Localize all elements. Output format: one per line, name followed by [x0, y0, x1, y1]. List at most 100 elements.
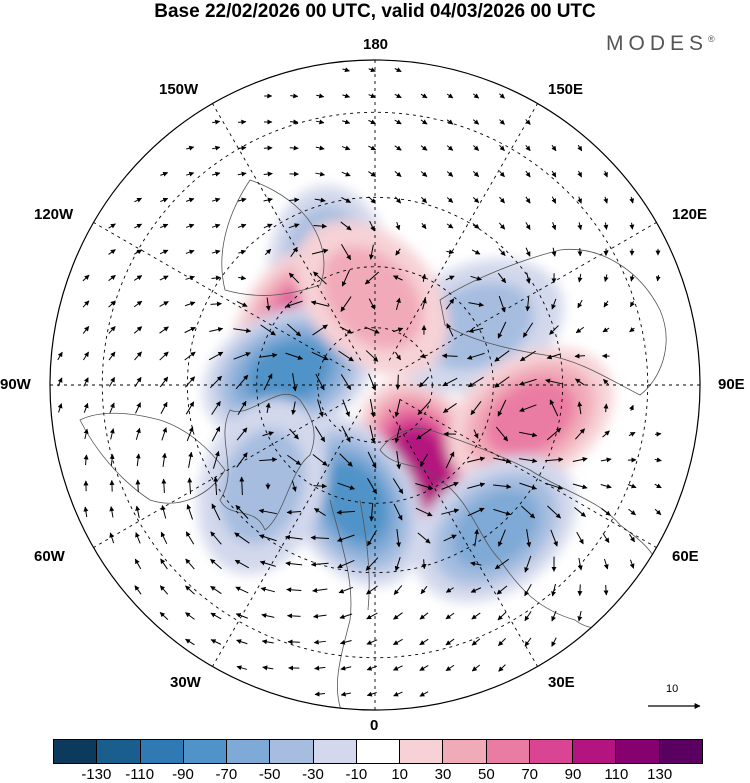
wind-vector — [108, 326, 116, 334]
wind-vector — [234, 559, 250, 569]
wind-vector — [236, 665, 248, 671]
wind-vector — [159, 249, 169, 255]
colorbar-segment — [313, 740, 357, 763]
wind-vector — [394, 93, 402, 99]
wind-vector — [211, 400, 221, 415]
wind-vector — [134, 558, 142, 570]
wind-vector — [393, 665, 403, 671]
wind-vector — [420, 145, 428, 151]
wind-vector — [133, 326, 143, 334]
lon-label-60w: 60W — [34, 548, 65, 565]
wind-vector — [603, 585, 609, 596]
wind-vector — [159, 301, 169, 307]
wind-vector — [265, 402, 271, 413]
wind-vector — [336, 509, 356, 515]
wind-vector — [574, 353, 586, 359]
wind-vector — [551, 298, 557, 310]
wind-vector — [340, 296, 352, 312]
wind-vector — [421, 196, 427, 204]
latitude-circle — [256, 266, 494, 504]
wind-vector — [342, 67, 350, 73]
map-title: Base 22/02/2026 00 UTC, valid 04/03/2026… — [154, 1, 596, 22]
wind-vector — [417, 401, 431, 416]
wind-vector — [262, 665, 274, 671]
wind-vector — [313, 483, 327, 489]
wind-vector — [499, 119, 505, 125]
wind-vector — [287, 454, 302, 466]
wind-vector — [629, 404, 634, 411]
wind-vector — [551, 196, 557, 204]
wind-vector — [446, 249, 455, 255]
wind-vector — [134, 223, 143, 229]
anomaly-center — [197, 398, 328, 575]
wind-vector — [395, 374, 401, 390]
wind-vector — [184, 326, 196, 334]
wind-vector — [185, 558, 195, 570]
wind-vector — [441, 508, 460, 515]
wind-vector — [159, 376, 169, 388]
wind-vector — [394, 557, 401, 572]
wind-vector — [421, 223, 427, 230]
wind-vector — [310, 300, 329, 307]
wind-vector — [551, 222, 557, 231]
wind-vector — [421, 298, 427, 310]
wind-vector — [577, 610, 583, 622]
wind-vector — [493, 457, 512, 464]
wind-vector — [654, 508, 662, 516]
wind-vector — [415, 483, 434, 490]
wind-vector — [82, 274, 90, 282]
wind-vector — [577, 557, 583, 571]
wind-vector — [419, 612, 429, 620]
lon-label-150w: 150W — [159, 81, 199, 98]
wind-vector — [109, 402, 115, 414]
wind-vector — [259, 457, 278, 463]
wind-vector — [159, 275, 169, 281]
wind-vector — [603, 170, 608, 178]
wind-vector — [525, 170, 531, 178]
wind-vector — [629, 196, 635, 204]
wind-vector — [393, 275, 403, 281]
wind-vector — [264, 248, 272, 256]
wind-vector — [315, 171, 326, 177]
wind-vector — [519, 350, 536, 362]
anomaly-contour — [321, 246, 423, 350]
wind-vector — [468, 302, 484, 308]
wind-vector — [467, 376, 484, 388]
wind-vector — [368, 373, 377, 391]
wind-vector — [235, 374, 249, 390]
wind-vector — [312, 324, 328, 336]
colorbar-tick-label: -130 — [81, 766, 112, 783]
wind-vector — [575, 428, 585, 440]
wind-vector — [210, 301, 222, 307]
wind-vector — [211, 275, 221, 281]
wind-vector — [134, 585, 142, 595]
wind-vector — [442, 403, 457, 413]
wind-vector — [629, 327, 635, 333]
wind-vector — [314, 197, 326, 203]
wind-vector — [260, 586, 276, 593]
wind-vector — [525, 119, 531, 125]
wind-vector — [184, 376, 196, 388]
wind-vector — [311, 351, 329, 361]
wind-vector — [441, 481, 459, 490]
wind-vector — [393, 691, 403, 697]
wind-vector — [445, 587, 454, 593]
wind-vector — [211, 171, 221, 177]
wind-vector — [134, 249, 143, 255]
wind-vector — [472, 145, 480, 151]
wind-vector — [367, 529, 377, 547]
wind-vector — [519, 404, 537, 412]
wind-vector — [494, 376, 510, 388]
wind-vector — [236, 452, 248, 468]
meridian-line — [399, 222, 657, 372]
wind-vector — [366, 612, 378, 620]
wind-vector — [497, 272, 507, 284]
wind-vector — [468, 327, 484, 334]
colorbar-segment — [54, 740, 98, 763]
wind-vector — [493, 484, 512, 489]
colorbar-segment — [97, 740, 141, 763]
map-disc — [50, 60, 700, 710]
wind-vector — [470, 587, 482, 593]
wind-vector — [160, 401, 168, 414]
wind-vector — [421, 559, 427, 570]
